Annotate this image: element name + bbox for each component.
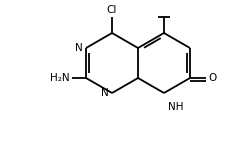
Text: O: O (208, 73, 216, 83)
Text: NH: NH (168, 102, 183, 112)
Text: H₂N: H₂N (50, 73, 70, 83)
Text: N: N (75, 43, 83, 53)
Text: Cl: Cl (107, 5, 117, 15)
Text: N: N (101, 88, 109, 98)
